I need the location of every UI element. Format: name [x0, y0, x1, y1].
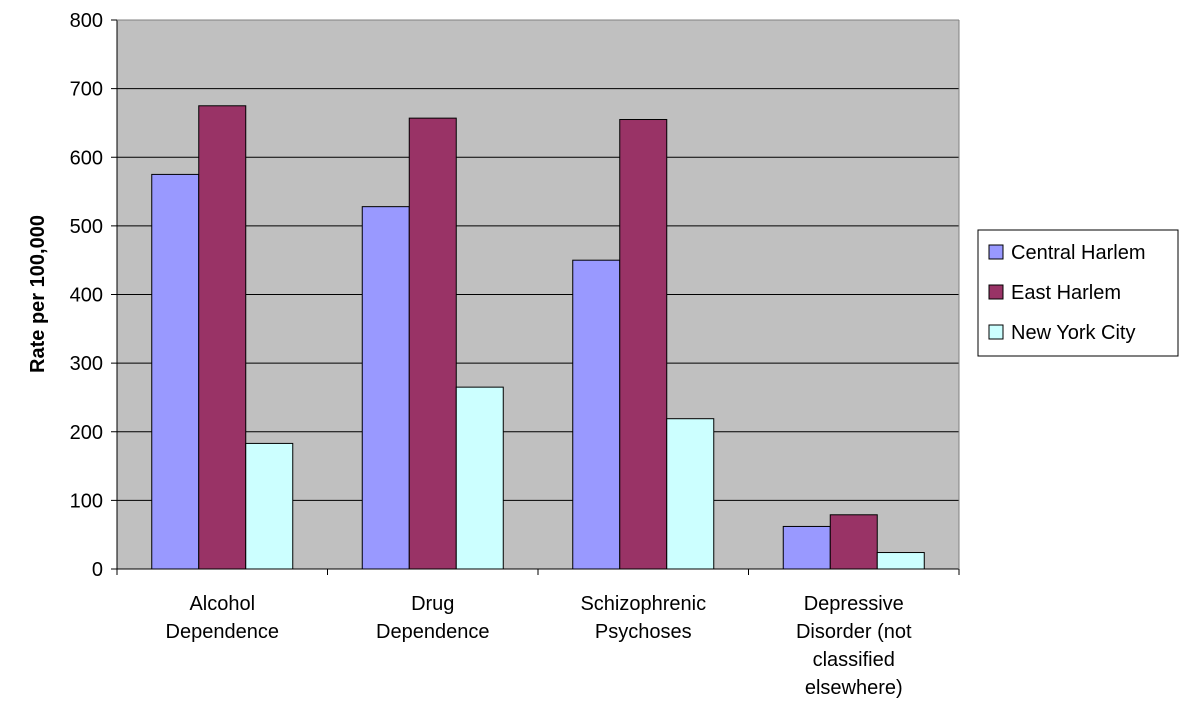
legend-swatch	[988, 324, 1004, 340]
x-tick-labels: Alcohol Dependence Drug Dependence Schizophr…	[166, 593, 912, 699]
legend: Central Harlem East Harlem New York City	[977, 229, 1179, 357]
central-harlem-bar	[151, 173, 200, 570]
y-axis-title: Rate per 100,000	[27, 215, 49, 373]
legend-swatch	[988, 284, 1004, 300]
y-tick-label: 200	[70, 422, 103, 444]
x-category-label-line: Dependence	[376, 621, 489, 643]
x-category-label-line: classified	[813, 649, 895, 671]
y-tick-label: 500	[70, 216, 103, 238]
x-category-label-line: Depressive	[804, 593, 904, 615]
legend-items: Central Harlem East Harlem New York City	[988, 242, 1145, 344]
y-tick-label: 700	[70, 79, 103, 101]
legend-label: Central Harlem	[1011, 242, 1145, 264]
x-category-label-line: Alcohol	[189, 593, 255, 615]
y-tick-label: 600	[70, 147, 103, 169]
east-harlem-bar	[619, 119, 668, 570]
x-category-label: Alcohol Dependence	[166, 593, 279, 643]
axes	[111, 19, 960, 575]
x-category-label: Depressive Disorder (not classified elsewhe…	[796, 593, 912, 699]
bars	[151, 105, 925, 570]
x-category-label: Schizophrenic Psychoses	[580, 593, 706, 643]
y-tick-label: 400	[70, 285, 103, 307]
x-category-label: Drug Dependence	[376, 593, 489, 643]
central-harlem-bar	[361, 206, 410, 570]
legend-swatch	[988, 244, 1004, 260]
x-category-label-line: Dependence	[166, 621, 279, 643]
new-york-city-bar	[876, 552, 925, 570]
new-york-city-bar	[245, 442, 294, 570]
new-york-city-bar	[666, 418, 715, 570]
y-tick-label: 100	[70, 490, 103, 512]
x-category-label-line: Schizophrenic	[580, 593, 706, 615]
x-category-label-line: Psychoses	[595, 621, 692, 643]
east-harlem-bar	[198, 105, 247, 570]
x-category-label-line: Disorder (not	[796, 621, 912, 643]
y-tick-label: 0	[92, 559, 103, 581]
x-category-label-line: elsewhere)	[805, 677, 903, 699]
legend-box	[977, 229, 1179, 357]
legend-label: New York City	[1011, 322, 1136, 344]
legend-label: East Harlem	[1011, 282, 1121, 304]
east-harlem-bar	[408, 117, 457, 570]
y-tick-labels: 0 100 200 300 400 500 600 700 800	[70, 10, 103, 581]
y-tick-label: 300	[70, 353, 103, 375]
new-york-city-bar	[455, 386, 504, 570]
y-tick-label: 800	[70, 10, 103, 32]
east-harlem-bar	[829, 514, 878, 570]
x-category-label-line: Drug	[411, 593, 454, 615]
central-harlem-bar	[572, 259, 621, 570]
central-harlem-bar	[782, 525, 831, 570]
